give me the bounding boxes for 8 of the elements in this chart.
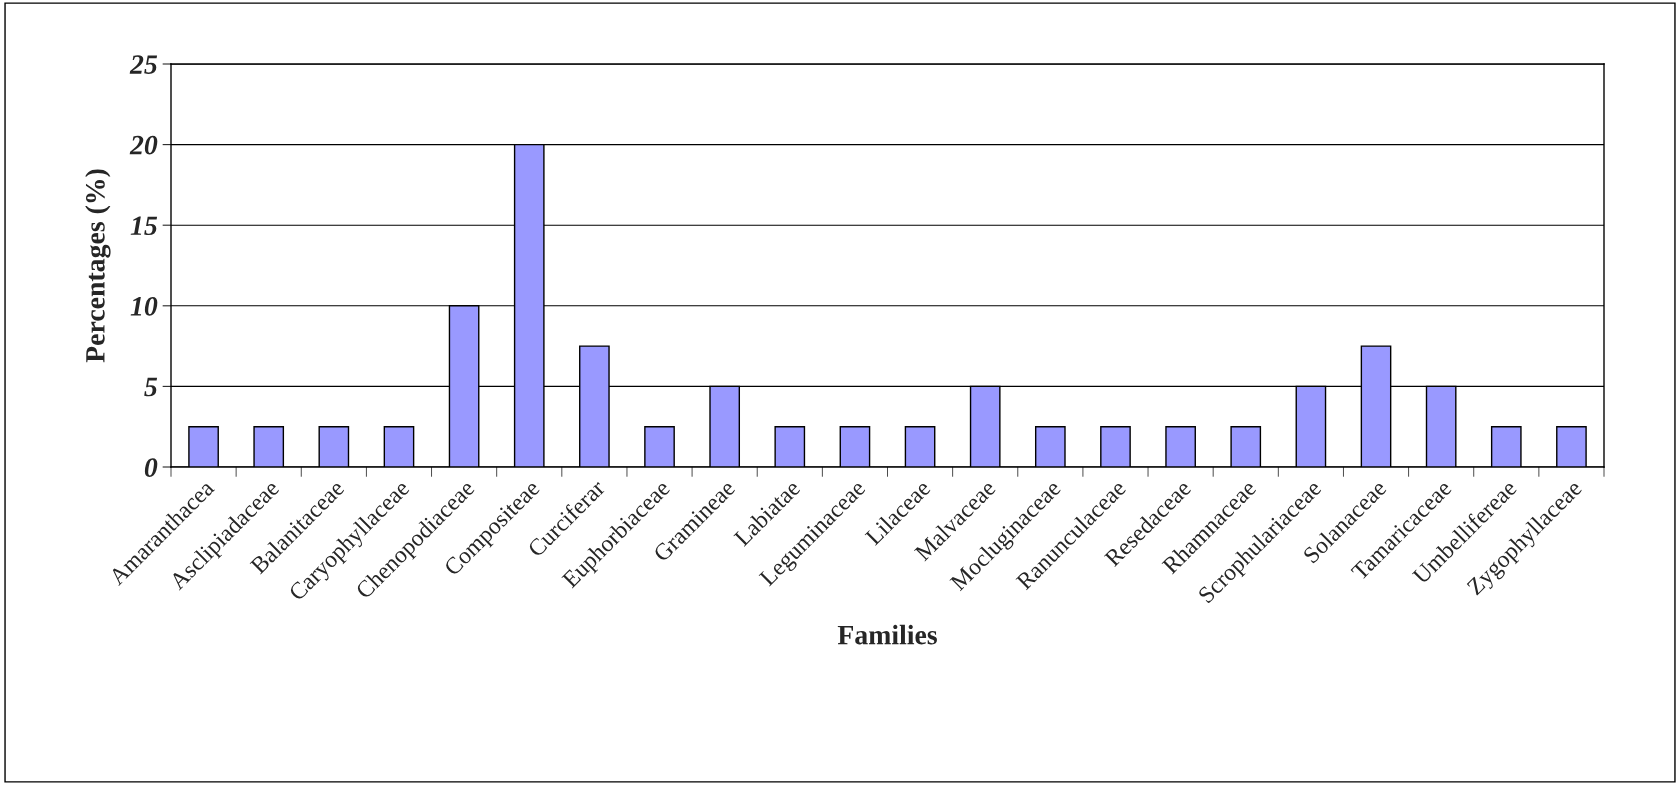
y-tick-label: 5 bbox=[144, 377, 158, 397]
y-tick-label: 0 bbox=[144, 458, 158, 477]
y-tick-label: 15 bbox=[130, 216, 158, 236]
y-axis-title: Percentages (%) bbox=[85, 169, 111, 363]
y-tick-label: 25 bbox=[129, 55, 158, 74]
y-tick-label: 20 bbox=[129, 135, 158, 155]
x-axis-title: Families bbox=[837, 624, 937, 645]
y-tick-label: 10 bbox=[130, 296, 158, 316]
